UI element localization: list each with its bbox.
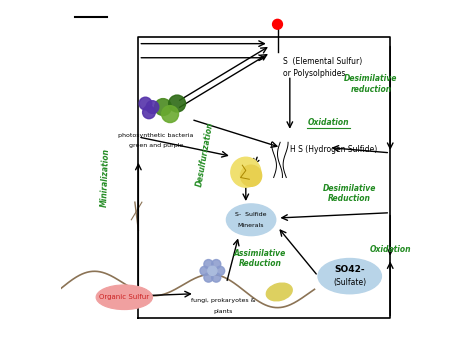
Text: Minerals: Minerals: [238, 223, 264, 228]
Text: Miniralization: Miniralization: [100, 148, 110, 207]
Text: S-  Sulfide: S- Sulfide: [235, 212, 267, 217]
Circle shape: [162, 106, 179, 122]
Text: Desimilative: Desimilative: [323, 184, 376, 192]
Circle shape: [204, 273, 213, 282]
Text: plants: plants: [213, 309, 233, 314]
Text: Oxidation: Oxidation: [369, 245, 411, 254]
Text: SO42-: SO42-: [334, 265, 365, 274]
Text: S  (Elemental Sulfur): S (Elemental Sulfur): [283, 57, 362, 66]
Text: reduction: reduction: [350, 85, 392, 94]
Circle shape: [200, 266, 209, 275]
Ellipse shape: [96, 285, 153, 310]
Text: Reduction: Reduction: [238, 259, 282, 268]
Text: Assimilative: Assimilative: [234, 249, 286, 258]
Circle shape: [273, 20, 283, 29]
Ellipse shape: [240, 165, 262, 186]
Ellipse shape: [266, 283, 292, 301]
Text: fungi, prokaryotes &: fungi, prokaryotes &: [191, 298, 255, 303]
Circle shape: [211, 260, 221, 269]
Circle shape: [169, 95, 186, 112]
Circle shape: [216, 266, 225, 275]
Text: Desimilative: Desimilative: [344, 75, 398, 83]
Circle shape: [143, 106, 155, 119]
Ellipse shape: [227, 204, 276, 236]
Ellipse shape: [318, 258, 382, 294]
Circle shape: [155, 99, 172, 115]
Text: Reduction: Reduction: [328, 194, 371, 203]
Text: photosynthetic bacteria: photosynthetic bacteria: [118, 133, 194, 138]
Circle shape: [146, 101, 159, 113]
Circle shape: [211, 273, 221, 282]
Circle shape: [208, 266, 217, 275]
Circle shape: [139, 97, 152, 110]
Text: Desulfurization: Desulfurization: [195, 121, 215, 188]
Text: Oxidation: Oxidation: [308, 119, 349, 127]
Ellipse shape: [231, 157, 261, 187]
Circle shape: [204, 260, 213, 269]
Text: or Polysolphides: or Polysolphides: [283, 69, 345, 78]
Text: H S (Hydrogen Sulfide): H S (Hydrogen Sulfide): [290, 145, 377, 154]
Text: (Sulfate): (Sulfate): [333, 278, 366, 287]
Text: Organic Sulfur: Organic Sulfur: [99, 294, 149, 300]
Text: green and purple: green and purple: [129, 143, 183, 148]
